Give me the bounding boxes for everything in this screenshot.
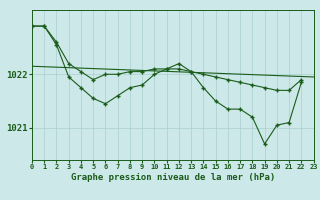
- X-axis label: Graphe pression niveau de la mer (hPa): Graphe pression niveau de la mer (hPa): [71, 173, 275, 182]
